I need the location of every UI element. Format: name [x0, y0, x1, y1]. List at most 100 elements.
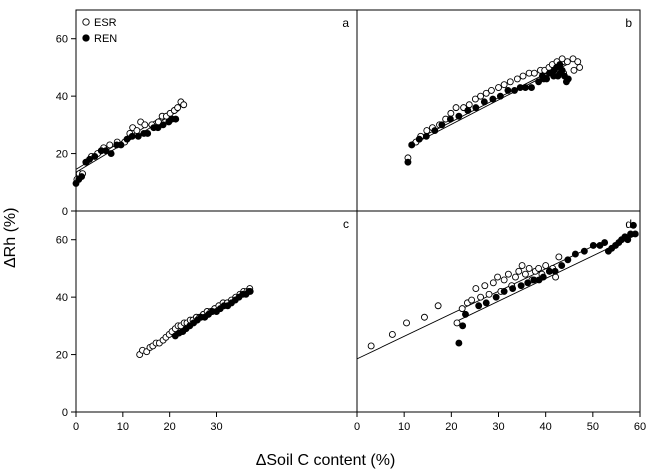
data-point-esr: [403, 319, 410, 327]
data-point-ren: [539, 273, 547, 281]
data-point-esr: [512, 273, 519, 281]
data-point-esr: [458, 305, 466, 313]
data-point-esr: [521, 270, 529, 278]
data-point-ren: [551, 267, 559, 275]
data-point-ren: [489, 95, 497, 103]
data-point-esr: [423, 127, 431, 135]
y-tick-label: 0: [62, 206, 68, 218]
data-point-esr: [574, 58, 582, 66]
data-point-ren: [538, 72, 546, 80]
data-point-ren: [462, 310, 469, 318]
data-point-esr: [576, 63, 584, 71]
data-point-ren: [564, 256, 572, 264]
data-point-esr: [500, 81, 508, 89]
x-tick-label: 10: [398, 421, 410, 433]
data-point-esr: [472, 285, 480, 292]
data-point-ren: [629, 221, 637, 229]
data-point-ren: [431, 127, 439, 135]
data-point-ren: [422, 132, 430, 140]
data-point-ren: [511, 86, 518, 94]
data-point-ren: [159, 121, 167, 129]
x-tick-label: 40: [540, 421, 552, 433]
data-point-ren: [545, 69, 553, 77]
x-tick-label: 60: [634, 421, 646, 433]
data-point-ren: [545, 267, 553, 275]
data-point-ren: [496, 92, 504, 100]
data-point-ren: [558, 262, 566, 270]
data-point-ren: [438, 121, 446, 129]
legend-label-esr: ESR: [94, 17, 117, 29]
legend: ESR REN: [82, 17, 117, 45]
data-point-esr: [447, 109, 455, 117]
data-point-esr: [180, 101, 188, 109]
data-point-ren: [504, 86, 512, 94]
x-tick-label: 20: [445, 421, 457, 433]
data-point-esr: [518, 262, 526, 270]
legend-label-ren: REN: [94, 33, 117, 45]
y-axis-title: ΔRh (%): [2, 207, 19, 268]
data-point-esr: [535, 264, 543, 272]
data-point-ren: [415, 135, 423, 143]
panel-frame: [356, 9, 641, 212]
data-point-esr: [555, 253, 563, 261]
data-point-ren: [128, 132, 136, 140]
data-point-esr: [495, 84, 502, 91]
panel-d: 0 10 20 30 40 50 60 d: [354, 210, 646, 433]
data-point-esr: [174, 104, 182, 112]
data-point-esr: [453, 319, 461, 327]
data-point-esr: [513, 75, 521, 83]
legend-marker-ren: [82, 34, 90, 42]
data-point-ren: [102, 147, 110, 155]
data-point-ren: [134, 132, 142, 140]
y-tick-label: 40: [56, 91, 68, 103]
data-point-ren: [123, 135, 131, 143]
data-point-esr: [494, 273, 502, 281]
panel-frame: [356, 210, 641, 413]
data-point-ren: [524, 279, 532, 287]
data-point-ren: [404, 158, 412, 166]
data-point-esr: [506, 78, 514, 86]
data-point-esr: [420, 313, 428, 321]
panel-frame: [75, 9, 358, 212]
x-tick-label: 0: [73, 421, 79, 433]
data-point-esr: [106, 141, 114, 149]
x-tick-label: 30: [492, 421, 504, 433]
data-point-ren: [408, 141, 416, 149]
data-point-esr: [515, 267, 523, 275]
fit-line: [356, 243, 598, 360]
data-point-ren: [91, 152, 99, 160]
panel-a: 0 20 40 60 a: [56, 9, 358, 218]
data-point-ren: [455, 339, 463, 347]
data-point-esr: [477, 293, 485, 301]
data-point-esr: [552, 273, 560, 281]
data-point-esr: [388, 331, 396, 338]
data-point-ren: [172, 115, 180, 123]
data-point-ren: [472, 104, 480, 112]
data-point-ren: [535, 78, 543, 86]
data-point-esr: [487, 86, 495, 94]
data-point-ren: [475, 302, 483, 310]
data-point-ren: [509, 285, 517, 292]
data-point-esr: [485, 290, 493, 298]
data-point-esr: [489, 279, 497, 287]
data-point-ren: [528, 84, 535, 91]
y-tick-label: 20: [56, 350, 68, 362]
data-point-ren: [117, 141, 125, 149]
data-point-esr: [519, 72, 527, 80]
y-tick-label: 0: [62, 407, 68, 419]
data-point-esr: [468, 296, 476, 304]
y-tick-label: 60: [56, 235, 68, 247]
data-point-esr: [563, 58, 571, 66]
data-point-ren: [480, 98, 488, 106]
panel-label: b: [625, 16, 632, 30]
y-tick-label: 20: [56, 149, 68, 161]
data-point-ren: [571, 250, 579, 258]
panel-c: 0 20 40 60 0 10 20 30 c: [56, 210, 358, 433]
data-point-esr: [133, 127, 141, 135]
y-tick-label: 60: [56, 34, 68, 46]
data-point-esr: [525, 264, 533, 272]
data-point-esr: [481, 282, 489, 290]
data-point-ren: [154, 124, 162, 132]
x-tick-label: 50: [587, 421, 599, 433]
